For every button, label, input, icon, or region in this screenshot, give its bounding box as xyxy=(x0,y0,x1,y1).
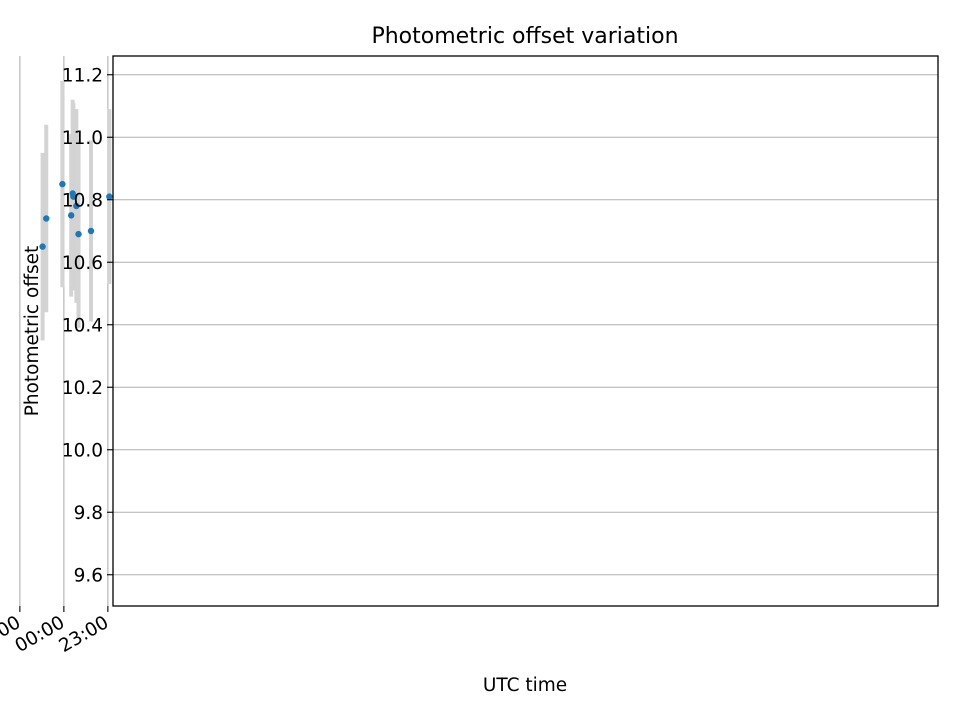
y-tick-label: 10.8 xyxy=(62,190,103,211)
y-tick-label: 10.6 xyxy=(62,253,103,274)
data-point xyxy=(87,227,95,235)
chart-title: Photometric offset variation xyxy=(371,24,678,49)
y-tick-label: 10.0 xyxy=(62,440,103,461)
y-tick-label: 11.2 xyxy=(62,65,103,86)
grid-layer xyxy=(19,56,938,606)
y-axis-title: Photometric offset xyxy=(22,246,43,417)
data-point xyxy=(69,190,76,197)
data-point xyxy=(106,193,113,200)
plot-frame xyxy=(112,55,939,607)
data-point xyxy=(73,202,80,210)
y-tick-label: 10.4 xyxy=(62,315,103,336)
marker-layer xyxy=(39,180,113,250)
y-tick-label: 9.8 xyxy=(74,503,103,524)
data-point xyxy=(68,212,75,219)
data-point xyxy=(43,215,50,222)
data-point xyxy=(59,180,66,188)
y-tick-label: 9.6 xyxy=(74,565,103,586)
data-point xyxy=(75,230,82,238)
y-tick-label: 11.0 xyxy=(62,128,103,149)
x-axis-title: UTC time xyxy=(483,675,567,696)
y-tick-label: 10.2 xyxy=(62,378,103,399)
data-point xyxy=(39,243,46,250)
y-axis: 9.6 9.8 10.0 10.2 10.4 10.6 10.8 11.0 11.2 xyxy=(62,65,113,586)
